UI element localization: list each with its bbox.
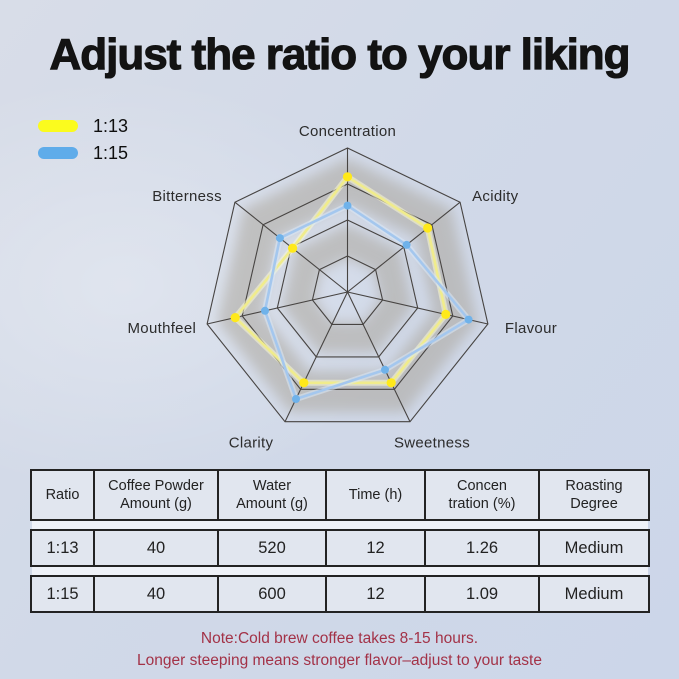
chart-legend: 1:13 1:15 <box>38 116 128 170</box>
col-header-roasting: Roasting Degree <box>538 469 650 521</box>
radar-axis-spoke <box>206 291 348 325</box>
radar-series-line <box>263 204 470 401</box>
radar-chart: Concentration Acidity Flavour Sweetness Clar… <box>128 123 557 452</box>
ratio-table: Ratio Coffee Powder Amount (g) Water Amoun… <box>30 461 650 621</box>
radar-data-point <box>464 315 473 324</box>
cell-roasting: Medium <box>538 529 650 567</box>
cell-ratio: 1:15 <box>30 575 93 613</box>
radar-grid-ring <box>311 255 384 325</box>
cell-roasting: Medium <box>538 575 650 613</box>
radar-axis-label: Acidity <box>472 188 518 205</box>
radar-axis-spoke <box>347 291 411 422</box>
footnote-line1: Note:Cold brew coffee takes 8-15 hours. <box>200 630 479 647</box>
radar-axis-label: Sweetness <box>394 435 470 452</box>
radar-shadow-band-outer <box>217 158 478 413</box>
footnote: Note:Cold brew coffee takes 8-15 hours. … <box>0 628 679 671</box>
cell-coffee: 40 <box>93 575 217 613</box>
footnote-line2: Longer steeping means stronger flavor–ad… <box>137 651 542 669</box>
radar-data-point <box>261 306 269 315</box>
legend-item-113: 1:13 <box>38 116 128 136</box>
radar-data-point <box>288 243 298 253</box>
table-row: 1:13 40 520 12 1.26 Medium <box>30 529 650 567</box>
cell-time: 12 <box>325 575 424 613</box>
radar-data-point <box>230 313 240 323</box>
radar-axis-label: Clarity <box>229 435 274 452</box>
col-header-concentration: Concen tration (%) <box>424 469 538 521</box>
col-header-water: Water Amount (g) <box>217 469 325 521</box>
radar-data-point <box>343 201 352 210</box>
radar-shadow-band-inner <box>282 224 413 353</box>
radar-grid-ring <box>206 147 489 423</box>
radar-data-point <box>292 395 300 403</box>
radar-shadow-bands <box>217 158 478 413</box>
radar-data-point <box>381 365 389 374</box>
col-header-time: Time (h) <box>325 469 424 521</box>
table-header-row: Ratio Coffee Powder Amount (g) Water Amoun… <box>30 469 650 521</box>
page-title: Adjust the ratio to your liking <box>49 29 631 79</box>
legend-label: 1:13 <box>93 115 129 136</box>
cell-water: 520 <box>217 529 325 567</box>
radar-data-point <box>299 378 309 388</box>
col-header-ratio: Ratio <box>30 469 93 521</box>
cell-ratio: 1:13 <box>30 529 93 567</box>
table-row-gap <box>32 521 648 529</box>
radar-data-point <box>342 172 353 182</box>
legend-label: 1:15 <box>93 142 129 163</box>
radar-data-point <box>441 309 451 319</box>
table-row: 1:15 40 600 12 1.09 Medium <box>30 575 650 613</box>
cell-concentration: 1.09 <box>424 575 538 613</box>
ratio-table-section: Ratio Coffee Powder Amount (g) Water Amoun… <box>30 461 650 621</box>
radar-grid-ring <box>241 183 454 390</box>
legend-item-115: 1:15 <box>38 143 128 163</box>
radar-data-point <box>386 378 396 388</box>
cell-coffee: 40 <box>93 529 217 567</box>
cell-water: 600 <box>217 575 325 613</box>
radar-data-point <box>275 234 284 243</box>
col-header-coffee-powder: Coffee Powder Amount (g) <box>93 469 217 521</box>
legend-swatch-yellow <box>38 120 78 132</box>
legend-swatch-blue <box>38 147 78 159</box>
radar-axis-label: Concentration <box>299 123 396 140</box>
radar-data-point <box>402 240 411 249</box>
cell-time: 12 <box>325 529 424 567</box>
radar-axis-label: Flavour <box>505 320 557 337</box>
radar-axis-label: Mouthfeel <box>128 320 197 337</box>
radar-data-point <box>423 223 433 233</box>
table-row-gap <box>32 567 648 575</box>
radar-axis-label: Bitterness <box>152 188 222 205</box>
cell-concentration: 1.26 <box>424 529 538 567</box>
